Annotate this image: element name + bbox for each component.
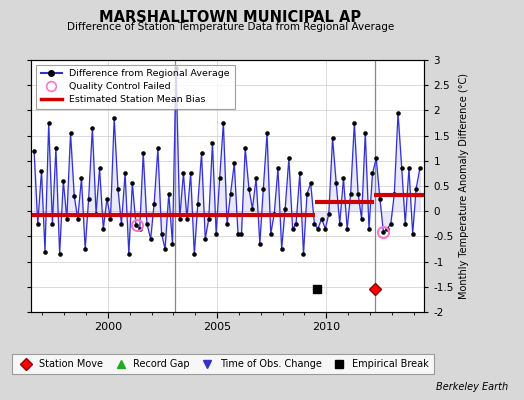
Legend: Difference from Regional Average, Quality Control Failed, Estimated Station Mean: Difference from Regional Average, Qualit… — [36, 65, 235, 109]
Legend: Station Move, Record Gap, Time of Obs. Change, Empirical Break: Station Move, Record Gap, Time of Obs. C… — [12, 354, 433, 374]
Text: MARSHALLTOWN MUNICIPAL AP: MARSHALLTOWN MUNICIPAL AP — [100, 10, 362, 25]
Text: Difference of Station Temperature Data from Regional Average: Difference of Station Temperature Data f… — [67, 22, 394, 32]
Y-axis label: Monthly Temperature Anomaly Difference (°C): Monthly Temperature Anomaly Difference (… — [460, 73, 470, 299]
Text: Berkeley Earth: Berkeley Earth — [436, 382, 508, 392]
